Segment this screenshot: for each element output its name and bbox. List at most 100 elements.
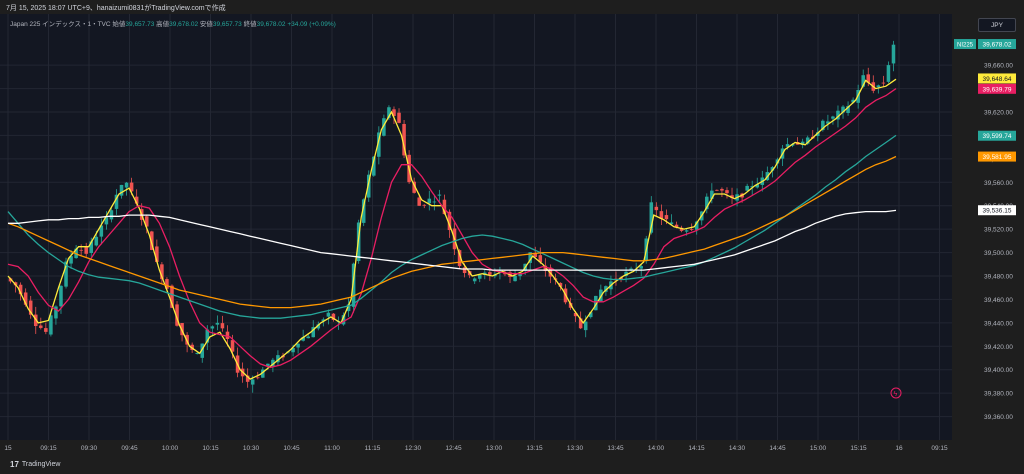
candle-body	[861, 75, 865, 87]
low-value: 39,657.73	[212, 21, 242, 28]
candle-body	[432, 201, 437, 203]
candle-body	[513, 275, 517, 282]
x-tick-label: 11:15	[365, 445, 381, 452]
candle-body	[382, 118, 386, 136]
moving-averages	[7, 78, 897, 380]
candle-body	[689, 229, 694, 230]
candle-body	[49, 315, 53, 335]
candle-body	[79, 249, 83, 251]
candle-body	[866, 74, 871, 83]
candle-body	[23, 292, 28, 305]
candle-body	[785, 144, 790, 147]
candle-body	[836, 110, 840, 120]
tradingview-brand[interactable]: 17 TradingView	[10, 460, 60, 469]
candle-body	[134, 196, 139, 204]
candle-body	[533, 253, 538, 258]
candle-body	[694, 221, 699, 230]
x-tick-label: 13:45	[607, 445, 624, 452]
x-tick-label: 09:30	[81, 445, 98, 452]
candle-body	[119, 184, 124, 196]
ma-line	[8, 209, 897, 271]
candle-body	[841, 106, 845, 113]
candle-body	[503, 272, 507, 275]
y-tick-label: 39,420.00	[984, 344, 1013, 351]
candle-body	[583, 321, 588, 331]
candle-body	[745, 185, 749, 191]
candle-body	[99, 225, 104, 237]
candle-body	[129, 182, 134, 192]
candle-body	[144, 216, 149, 227]
symbol-legend[interactable]: Japan 225 インデックス・1・TVC 始値39,657.73 高値39,…	[10, 18, 336, 28]
candle-body	[195, 352, 199, 354]
price-tag	[978, 151, 1016, 162]
y-tick-label: 39,440.00	[984, 320, 1013, 327]
x-tick-label: 14:00	[648, 445, 665, 452]
candle-body	[881, 82, 886, 84]
x-tick-label: 09:15	[40, 445, 57, 452]
chart-area[interactable]	[0, 14, 952, 440]
y-tick-label: 39,620.00	[984, 110, 1013, 117]
candle-body	[44, 328, 48, 332]
candle-body	[387, 107, 391, 119]
candle-body	[397, 112, 401, 123]
x-tick-label: 15:15	[850, 445, 867, 452]
candle-body	[250, 379, 255, 385]
candle-body	[261, 369, 265, 378]
x-tick-label: 14:15	[688, 445, 705, 452]
close-label: 終値	[243, 21, 257, 28]
candle-body	[84, 246, 88, 254]
x-tick-label: 13:30	[567, 445, 584, 452]
candle-body	[215, 322, 220, 325]
y-tick-label: 39,660.00	[984, 63, 1013, 70]
candle-body	[558, 282, 563, 287]
price-tag-label: 39,599.74	[983, 133, 1012, 140]
x-tick-label: 10:30	[243, 445, 260, 452]
candle-body	[94, 236, 99, 246]
y-tick-label: 39,480.00	[984, 274, 1013, 281]
candle-body	[720, 188, 724, 191]
x-axis: 15 09:15 09:30 09:45 10:00 10:15 10:30 10:45 11:…	[4, 445, 948, 452]
close-value: 39,678.02	[256, 21, 286, 28]
candle-body	[886, 65, 891, 82]
candle-body	[528, 252, 532, 263]
candle-body	[200, 343, 205, 358]
x-tick-label: 11:00	[324, 445, 340, 452]
change-value: +34.09 (+0.09%)	[287, 21, 336, 28]
x-tick-label: 12:30	[405, 445, 422, 452]
candle-body	[876, 85, 881, 88]
candle-body	[488, 272, 492, 275]
y-axis: 39,360.00 39,380.00 39,400.00 39,420.00 39,4…	[984, 63, 1013, 421]
lightning-icon[interactable]	[890, 387, 902, 399]
currency-button[interactable]: JPY	[978, 18, 1016, 32]
candle-body	[245, 375, 250, 382]
candle-body	[710, 190, 714, 199]
candle-body	[54, 306, 58, 319]
candle-body	[28, 300, 33, 315]
candle-body	[326, 312, 331, 317]
y-tick-label: 39,460.00	[984, 297, 1013, 304]
high-value: 39,678.02	[169, 21, 199, 28]
candle-body	[639, 266, 643, 269]
candle-body	[331, 313, 336, 320]
candle-body	[210, 326, 215, 329]
candle-body	[351, 263, 356, 307]
candle-body	[155, 246, 159, 262]
candle-body	[114, 194, 119, 209]
price-tag-label: 39,639.79	[983, 86, 1012, 93]
y-tick-label: 39,560.00	[984, 180, 1013, 187]
candle-body	[301, 337, 305, 341]
candle-body	[831, 116, 835, 119]
candle-body	[750, 186, 754, 188]
candle-body	[684, 230, 689, 232]
candle-body	[770, 167, 775, 171]
candle-body	[705, 196, 709, 210]
candle-body	[225, 331, 230, 340]
candle-body	[669, 222, 674, 225]
candle-body	[755, 184, 760, 188]
x-tick-label: 12:45	[445, 445, 462, 452]
x-tick-label: 10:00	[162, 445, 179, 452]
grid-layer	[0, 14, 952, 440]
x-tick-label: 09:45	[121, 445, 138, 452]
candle-body	[674, 224, 679, 228]
